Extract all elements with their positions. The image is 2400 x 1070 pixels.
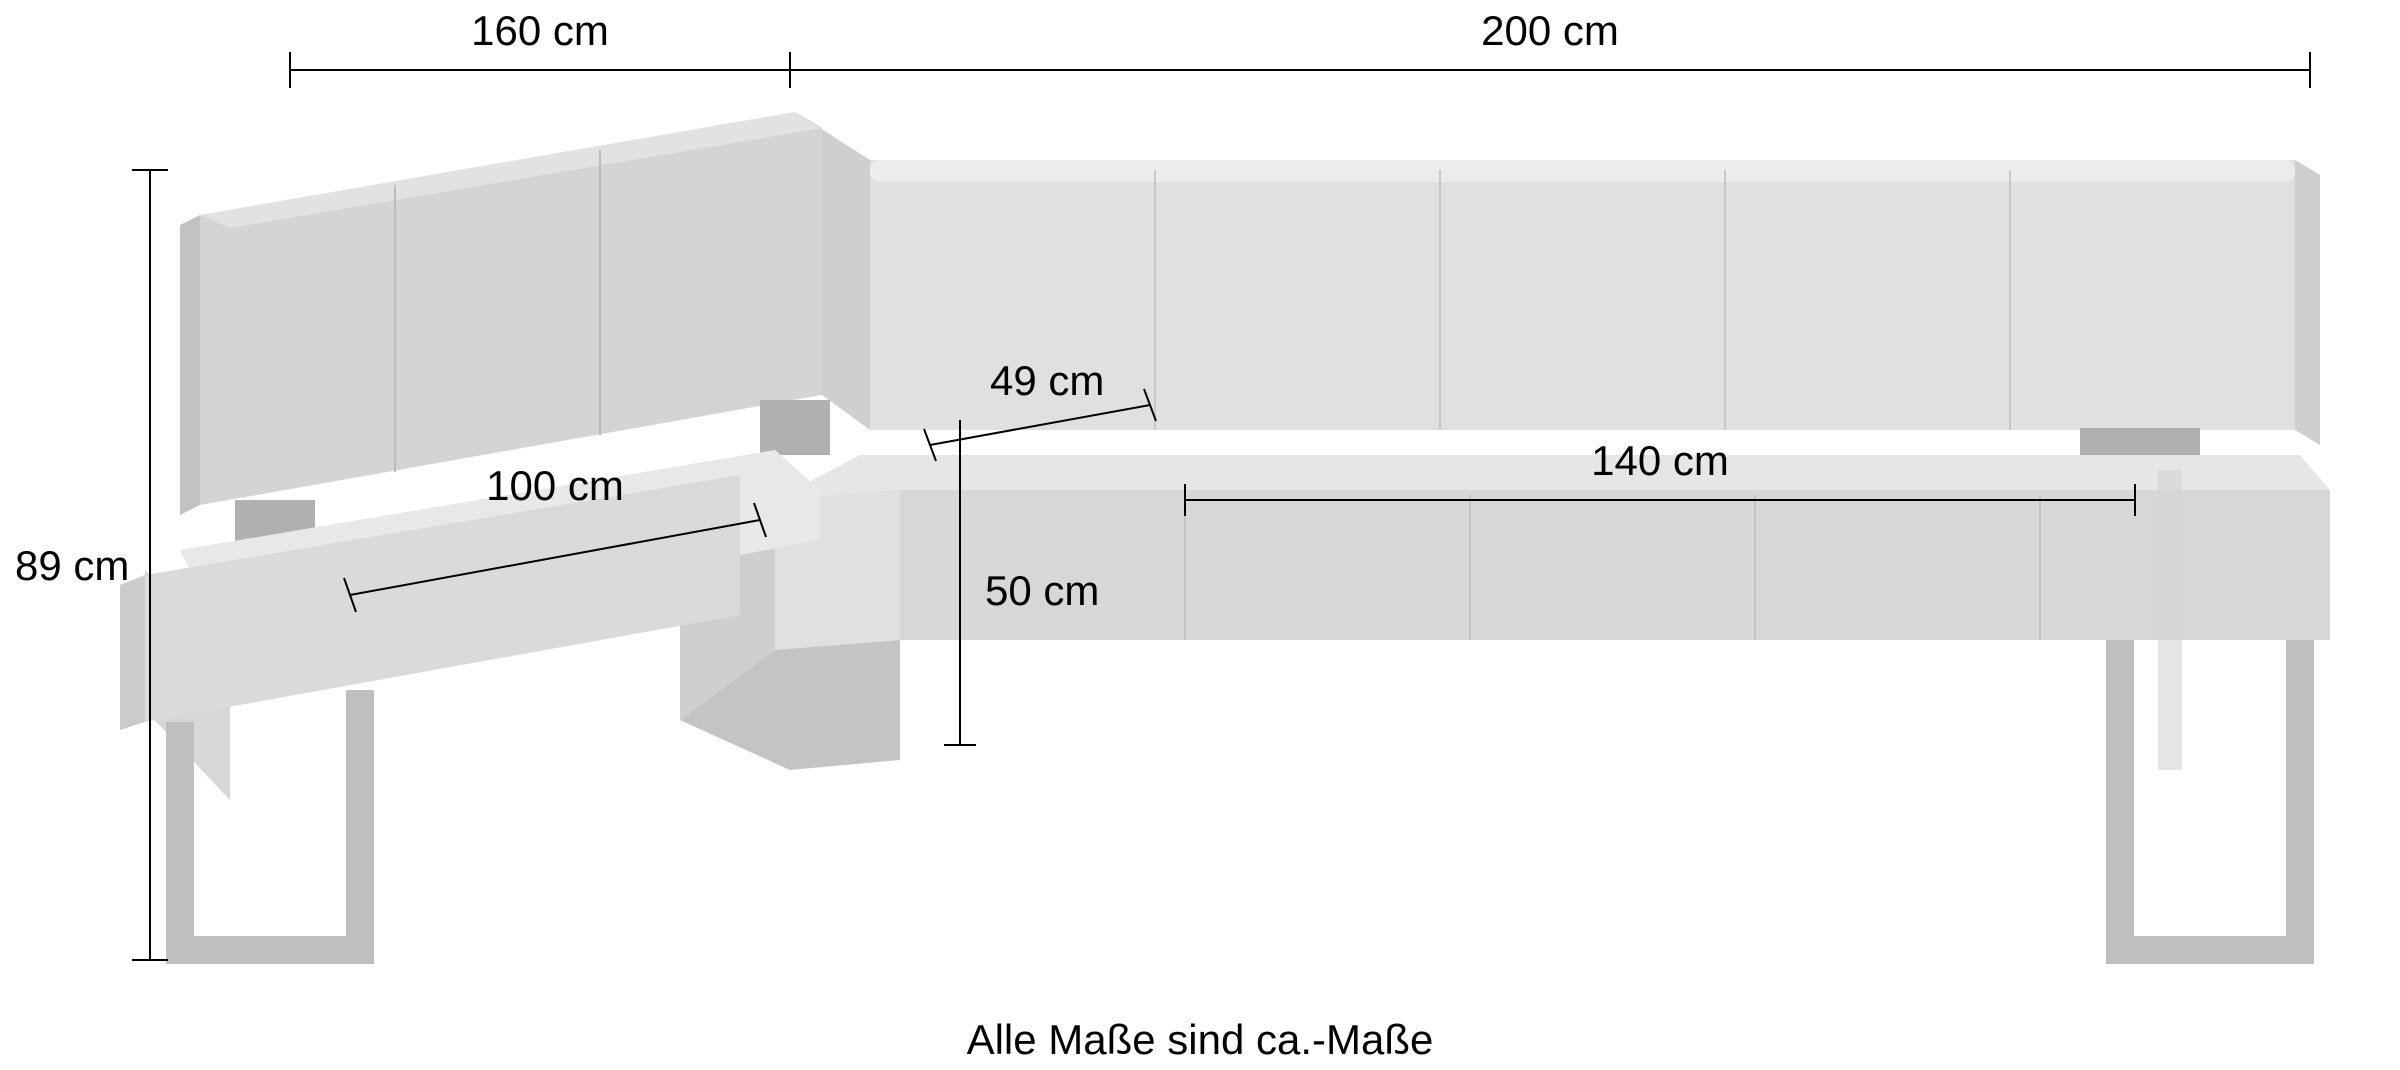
dim-top bbox=[290, 52, 2310, 88]
leg-right bbox=[2120, 640, 2300, 950]
label-height: 89 cm bbox=[15, 542, 129, 589]
label-seat-left: 100 cm bbox=[486, 462, 624, 509]
label-top-left: 160 cm bbox=[471, 7, 609, 54]
corner-bench-illustration bbox=[120, 112, 2330, 950]
label-seat-depth: 49 cm bbox=[990, 357, 1104, 404]
backrest-left bbox=[180, 112, 822, 515]
caption-text: Alle Maße sind ca.-Maße bbox=[0, 1016, 2400, 1064]
label-top-right: 200 cm bbox=[1481, 7, 1619, 54]
seat-left bbox=[120, 450, 820, 800]
support-block-corner bbox=[760, 400, 830, 455]
label-seat-height: 50 cm bbox=[985, 567, 1099, 614]
label-seat-right: 140 cm bbox=[1591, 437, 1729, 484]
